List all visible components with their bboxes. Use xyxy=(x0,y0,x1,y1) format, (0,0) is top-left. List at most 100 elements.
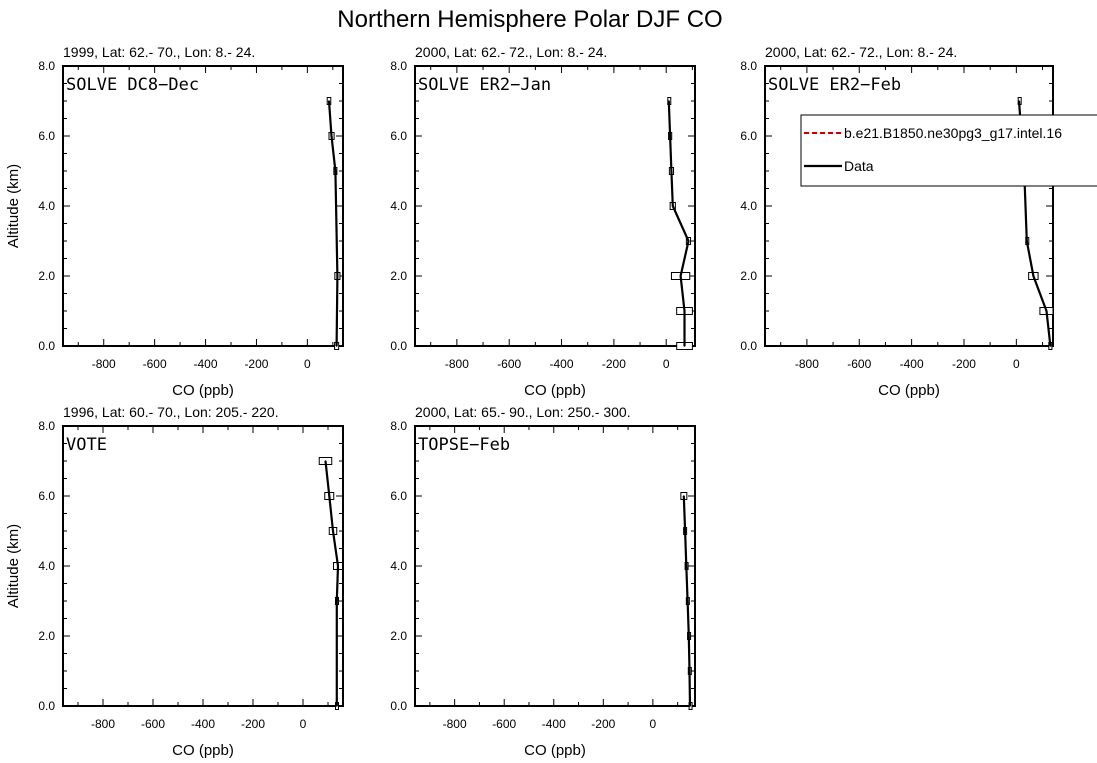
panel-title: 1996, Lat: 60.- 70., Lon: 205.- 220. xyxy=(63,404,279,420)
panel-title: 2000, Lat: 65.- 90., Lon: 250.- 300. xyxy=(415,404,631,420)
x-tick-label: -200 xyxy=(244,357,268,371)
x-axis-label: CO (ppb) xyxy=(172,742,234,759)
data-point xyxy=(689,705,691,707)
data-point xyxy=(335,345,338,347)
panel-title: 2000, Lat: 62.- 72., Lon: 8.- 24. xyxy=(415,44,607,60)
campaign-label: TOPSE−Feb xyxy=(418,435,510,455)
x-tick-label: -400 xyxy=(194,357,218,371)
data-point xyxy=(1049,345,1052,347)
x-tick-label: 0 xyxy=(300,717,307,731)
x-tick-label: -200 xyxy=(952,357,976,371)
x-axis-label: CO (ppb) xyxy=(172,382,234,399)
data-point xyxy=(683,310,686,312)
y-tick-label: 6.0 xyxy=(390,129,407,143)
plot-frame xyxy=(62,65,344,347)
y-tick-label: 8.0 xyxy=(38,59,55,73)
x-tick-label: 0 xyxy=(304,357,311,371)
x-tick-label: -400 xyxy=(542,717,566,731)
panel-title: 2000, Lat: 62.- 72., Lon: 8.- 24. xyxy=(765,44,957,60)
y-tick-label: 2.0 xyxy=(38,269,55,283)
campaign-label: SOLVE ER2−Feb xyxy=(768,75,901,95)
y-tick-label: 6.0 xyxy=(38,129,55,143)
x-tick-label: -200 xyxy=(602,357,626,371)
y-tick-label: 4.0 xyxy=(38,199,55,213)
y-tick-label: 8.0 xyxy=(390,419,407,433)
campaign-label: SOLVE ER2−Jan xyxy=(418,75,551,95)
y-tick-label: 0.0 xyxy=(38,699,55,713)
x-axis-label: CO (ppb) xyxy=(878,382,940,399)
data-point xyxy=(679,275,682,277)
data-point xyxy=(683,495,685,497)
y-tick-label: 4.0 xyxy=(390,559,407,573)
plot-frame xyxy=(414,65,696,347)
panel-3: -800 -600 -400 -200 0 0.0 2.0 4.0 6.0 8.0 CO (ppb)… xyxy=(740,44,1054,399)
legend: b.e21.B1850.ne30pg3_g17.intel.16 Data xyxy=(800,114,1097,187)
y-tick-label: 4.0 xyxy=(390,199,407,213)
data-point xyxy=(335,600,338,602)
x-tick-label: -800 xyxy=(91,717,115,731)
panel-4: -800 -600 -400 -200 0 0.0 2.0 4.0 6.0 8.0 CO (ppb)… xyxy=(5,404,344,759)
y-tick-label: 2.0 xyxy=(38,629,55,643)
x-tick-label: -200 xyxy=(241,717,265,731)
panel-1: -800 -600 -400 -200 0 0.0 2.0 4.0 6.0 8.0 CO (ppb)… xyxy=(5,44,344,399)
data-point xyxy=(668,100,670,102)
x-tick-label: -800 xyxy=(443,717,467,731)
legend-box xyxy=(800,114,1097,187)
data-point xyxy=(687,240,690,242)
data-point xyxy=(335,705,338,707)
data-point xyxy=(670,170,673,172)
data-point xyxy=(685,565,688,567)
y-tick-label: 0.0 xyxy=(390,339,407,353)
data-point xyxy=(337,565,339,567)
panel-5: -800 -600 -400 -200 0 0.0 2.0 4.0 6.0 8.0 CO (ppb)… xyxy=(390,404,696,759)
data-point xyxy=(1018,100,1020,102)
x-tick-label: 0 xyxy=(663,357,670,371)
data-point xyxy=(1032,275,1035,277)
data-point xyxy=(686,600,689,602)
data-point xyxy=(684,530,686,532)
x-tick-label: -800 xyxy=(795,357,819,371)
panel-2: -800 -600 -400 -200 0 0.0 2.0 4.0 6.0 8.0 CO (ppb)… xyxy=(390,44,696,399)
x-tick-label: -800 xyxy=(445,357,469,371)
y-tick-label: 2.0 xyxy=(390,269,407,283)
y-tick-label: 8.0 xyxy=(38,419,55,433)
x-tick-label: 0 xyxy=(650,717,657,731)
data-point xyxy=(688,670,691,672)
x-tick-label: -600 xyxy=(492,717,516,731)
y-tick-label: 2.0 xyxy=(740,269,757,283)
figure-title: Northern Hemisphere Polar DJF CO xyxy=(337,6,722,33)
x-tick-label: -400 xyxy=(550,357,574,371)
y-axis-label: Altitude (km) xyxy=(5,164,22,248)
plot-frame xyxy=(764,65,1054,347)
y-tick-label: 8.0 xyxy=(390,59,407,73)
x-tick-label: -400 xyxy=(900,357,924,371)
y-tick-label: 2.0 xyxy=(390,629,407,643)
data-point xyxy=(336,275,339,277)
plot-frame xyxy=(62,425,344,707)
data-profile-line xyxy=(667,100,690,346)
x-tick-label: -400 xyxy=(191,717,215,731)
legend-label-data: Data xyxy=(844,158,874,174)
data-point xyxy=(334,170,337,172)
data-point xyxy=(1045,310,1048,312)
y-tick-label: 4.0 xyxy=(38,559,55,573)
x-tick-label: -600 xyxy=(497,357,521,371)
x-tick-label: 0 xyxy=(1013,357,1020,371)
x-tick-label: -600 xyxy=(143,357,167,371)
y-tick-label: 4.0 xyxy=(740,199,757,213)
data-profile-line xyxy=(324,460,340,706)
y-tick-label: 8.0 xyxy=(740,59,757,73)
data-point xyxy=(330,135,333,137)
y-tick-label: 0.0 xyxy=(38,339,55,353)
data-point xyxy=(683,345,686,347)
data-point xyxy=(1026,240,1028,242)
y-tick-label: 6.0 xyxy=(740,129,757,143)
y-tick-label: 0.0 xyxy=(740,339,757,353)
x-tick-label: -800 xyxy=(92,357,116,371)
data-point xyxy=(669,135,671,137)
data-point xyxy=(332,530,334,532)
data-point xyxy=(688,635,690,637)
y-tick-label: 6.0 xyxy=(38,489,55,503)
y-tick-label: 6.0 xyxy=(390,489,407,503)
